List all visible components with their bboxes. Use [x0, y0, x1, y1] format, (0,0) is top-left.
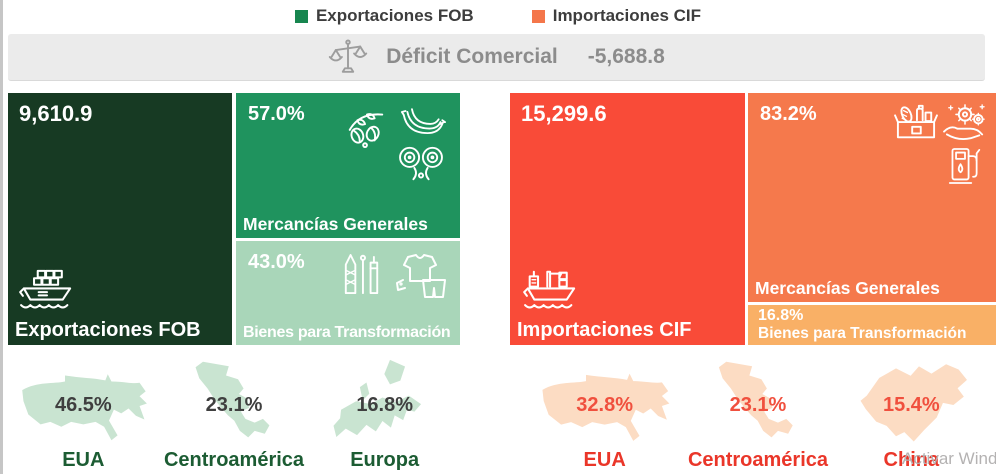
legend-item-imports[interactable]: Importaciones CIF [531, 6, 702, 26]
clothing-icon [396, 254, 446, 298]
left-edge-divider [0, 0, 3, 474]
chart-legend: Exportaciones FOB Importaciones CIF [0, 6, 996, 26]
partner-pct: 23.1% [205, 394, 263, 416]
balance-scale-icon [328, 39, 368, 73]
export-partner-eua: 46.5% EUA [8, 356, 159, 474]
melons-icon [399, 146, 443, 181]
import-partner-china: 15.4% China [835, 356, 988, 474]
partner-label: China [883, 449, 940, 471]
usa-map [22, 374, 147, 441]
imports-general-pct: 83.2% [760, 103, 817, 125]
partner-label: EUA [583, 449, 626, 471]
imports-general-label: Mercancías Generales [755, 278, 940, 298]
export-partners: 46.5% EUA 23.1% Centroamérica 16.8% Euro… [8, 356, 460, 474]
crane-ship-icon [523, 270, 576, 309]
partner-label: Centroamérica [163, 449, 305, 471]
central-america-map [719, 361, 794, 438]
imports-general-box[interactable]: 83.2% [748, 93, 996, 302]
exports-general-label: Mercancías Generales [243, 214, 428, 234]
china-map [860, 364, 967, 442]
partner-label: EUA [62, 449, 105, 471]
legend-label-exports: Exportaciones FOB [315, 6, 474, 25]
exports-general-pct: 57.0% [248, 103, 305, 125]
bananas-icon [400, 108, 446, 135]
green-swatch-icon [294, 9, 308, 23]
central-america-map [195, 361, 270, 438]
exports-total-value: 9,610.9 [19, 101, 93, 126]
export-partner-europa: 16.8% Europa [309, 356, 460, 474]
imports-transform-box[interactable]: 16.8% Bienes para Transformación [748, 305, 996, 345]
imports-total-value: 15,299.6 [521, 101, 607, 126]
exports-transform-pct: 43.0% [248, 251, 305, 273]
windows-activation-watermark: Activar Wind [902, 449, 996, 468]
partner-pct: 16.8% [356, 394, 414, 416]
exports-box-label: Exportaciones FOB [15, 319, 201, 341]
exports-general-box[interactable]: 57.0% Mercancías [236, 93, 460, 238]
partner-pct: 15.4% [882, 394, 940, 416]
import-partner-eua: 32.8% EUA [528, 356, 681, 474]
trade-deficit-bar: Déficit Comercial -5,688.8 [8, 34, 985, 81]
orange-swatch-icon [531, 9, 545, 23]
partner-label: Europa [350, 449, 420, 471]
legend-item-exports[interactable]: Exportaciones FOB [294, 6, 474, 26]
partner-pct: 32.8% [576, 394, 634, 416]
cargo-ship-icon [19, 269, 72, 309]
coffee-icon [348, 113, 384, 149]
import-partners: 32.8% EUA 23.1% Centroamérica 15.4% Chin… [528, 356, 988, 474]
hand-gears-icon [943, 104, 985, 141]
grocery-box-icon [894, 104, 938, 139]
deficit-label: Déficit Comercial [386, 45, 558, 68]
exports-transform-box[interactable]: 43.0% Bienes para Transformación [236, 241, 460, 345]
europe-map [333, 359, 422, 438]
imports-transform-pct: 16.8% [758, 307, 804, 324]
export-partner-centroamerica: 23.1% Centroamérica [159, 356, 310, 474]
legend-label-imports: Importaciones CIF [552, 6, 702, 25]
usa-map [542, 373, 670, 441]
partner-pct: 46.5% [54, 394, 112, 416]
import-partner-centroamerica: 23.1% Centroamérica [681, 356, 834, 474]
imports-total-box[interactable]: 15,299.6 Importaciones CIF [510, 93, 745, 345]
imports-transform-label: Bienes para Transformación [758, 324, 967, 342]
partner-label: Centroamérica [687, 449, 829, 471]
deficit-value: -5,688.8 [587, 45, 665, 68]
imports-box-label: Importaciones CIF [517, 319, 692, 341]
partner-pct: 23.1% [729, 394, 787, 416]
exports-total-box[interactable]: 9,610.9 Exportaciones FOB [8, 93, 232, 345]
thread-needles-icon [344, 254, 379, 295]
exports-transform-label: Bienes para Transformación [243, 324, 451, 341]
fuel-pump-icon [948, 148, 981, 184]
